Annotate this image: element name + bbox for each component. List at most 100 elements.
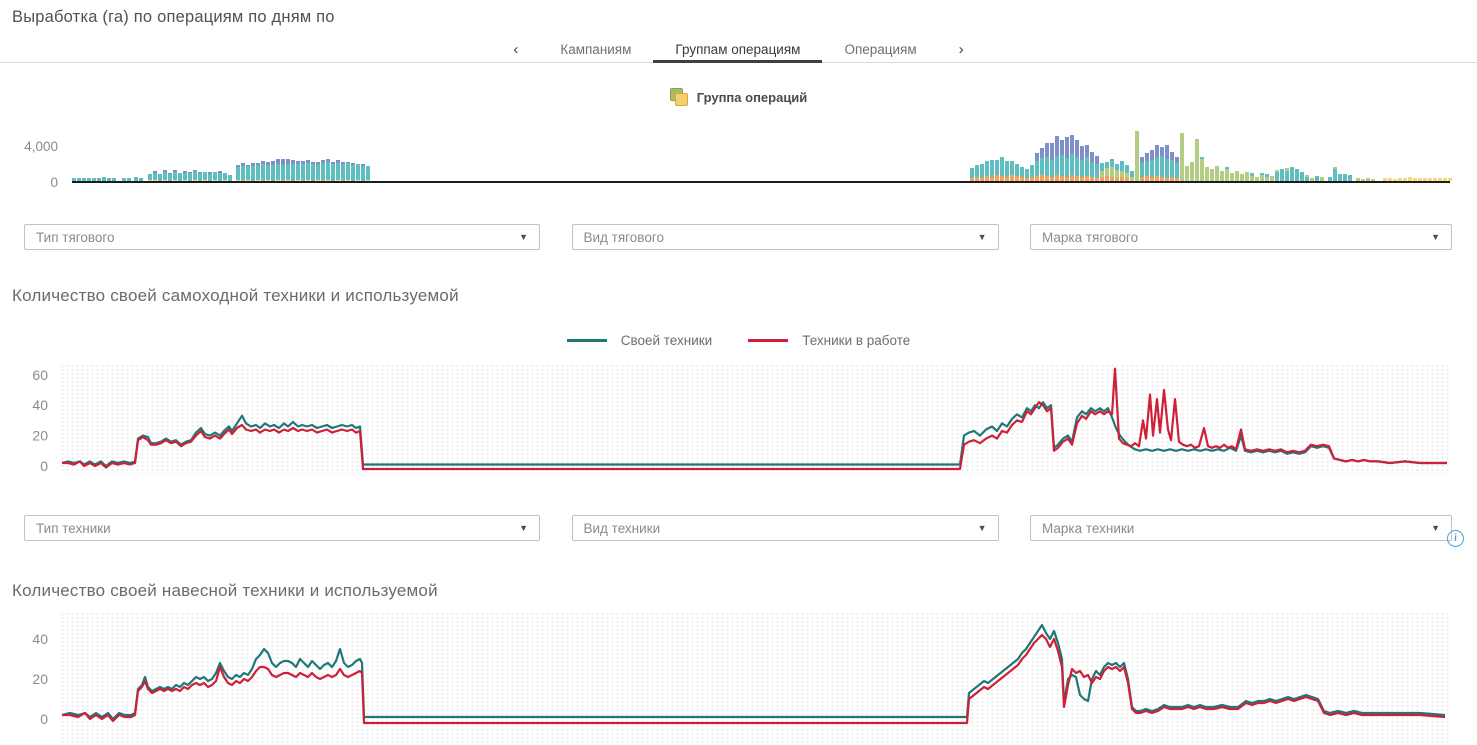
bar-day[interactable] (356, 163, 360, 181)
bar-day[interactable] (1170, 152, 1174, 181)
series-line[interactable] (61, 623, 1446, 721)
bar-day[interactable] (336, 160, 340, 181)
bar-day[interactable] (1320, 177, 1324, 181)
bar-day[interactable] (1020, 167, 1024, 181)
bar-day[interactable] (1085, 145, 1089, 181)
bar-day[interactable] (77, 178, 81, 181)
bar-day[interactable] (1180, 133, 1184, 181)
bar-day[interactable] (122, 177, 126, 181)
bar-day[interactable] (1140, 157, 1144, 181)
bar-day[interactable] (1230, 173, 1234, 181)
bar-day[interactable] (1438, 178, 1442, 181)
bar-day[interactable] (361, 164, 365, 181)
bar-day[interactable] (87, 177, 91, 181)
bar-day[interactable] (1025, 169, 1029, 181)
bar-day[interactable] (1165, 145, 1169, 181)
bar-day[interactable] (223, 172, 227, 181)
bar-day[interactable] (1408, 177, 1412, 181)
bar-day[interactable] (346, 161, 350, 181)
bar-day[interactable] (1328, 177, 1332, 181)
bar-day[interactable] (995, 159, 999, 181)
bar-day[interactable] (1433, 178, 1437, 181)
bar-day[interactable] (1300, 172, 1304, 181)
bar-day[interactable] (112, 178, 116, 181)
bar-day[interactable] (1125, 165, 1129, 181)
tab-operations[interactable]: Операциям (844, 42, 917, 57)
bar-day[interactable] (1220, 171, 1224, 181)
bar-day[interactable] (1448, 178, 1452, 181)
dropdown-machine-kind[interactable]: Вид техники ▼ (571, 515, 999, 541)
bar-day[interactable] (990, 159, 994, 181)
bar-day[interactable] (1443, 178, 1447, 181)
bar-day[interactable] (1030, 165, 1034, 181)
bar-day[interactable] (261, 160, 265, 181)
bar-day[interactable] (1265, 174, 1269, 181)
bar-day[interactable] (251, 162, 255, 181)
bar-day[interactable] (1160, 147, 1164, 181)
bar-day[interactable] (1090, 151, 1094, 181)
bar-day[interactable] (1235, 171, 1239, 181)
bar-day[interactable] (1210, 169, 1214, 181)
bar-day[interactable] (163, 170, 167, 181)
dropdown-traction-brand[interactable]: Марка тягового ▼ (1030, 224, 1452, 250)
bar-day[interactable] (1255, 177, 1259, 181)
bar-day[interactable] (1045, 143, 1049, 181)
bar-day[interactable] (1040, 148, 1044, 181)
line-chart-mounted[interactable]: 0 20 40 (0, 600, 1477, 745)
bar-day[interactable] (1310, 178, 1314, 181)
bar-day[interactable] (1275, 170, 1279, 181)
bar-day[interactable] (1080, 145, 1084, 181)
bar-day[interactable] (286, 158, 290, 181)
bar-day[interactable] (1195, 138, 1199, 181)
bar-day[interactable] (311, 161, 315, 181)
dropdown-machine-brand[interactable]: Марка техники ▼ (1030, 515, 1452, 541)
bar-day[interactable] (1290, 167, 1294, 181)
bar-day[interactable] (1035, 152, 1039, 181)
dropdown-machine-type[interactable]: Тип техники ▼ (24, 515, 540, 541)
bar-day[interactable] (1185, 165, 1189, 181)
bar-day[interactable] (1388, 178, 1392, 181)
bar-day[interactable] (1215, 165, 1219, 181)
bar-day[interactable] (153, 171, 157, 181)
bar-day[interactable] (1095, 156, 1099, 181)
bar-day[interactable] (134, 177, 138, 181)
bar-day[interactable] (1240, 174, 1244, 181)
bar-day[interactable] (291, 160, 295, 181)
tab-operation-groups[interactable]: Группам операциям (653, 38, 823, 63)
bar-day[interactable] (1015, 164, 1019, 181)
bar-day[interactable] (1371, 179, 1375, 181)
bar-day[interactable] (1120, 161, 1124, 181)
bar-day[interactable] (82, 178, 86, 181)
bar-day[interactable] (1413, 177, 1417, 181)
bar-day[interactable] (351, 163, 355, 181)
bar-day[interactable] (127, 178, 131, 181)
bar-day[interactable] (1418, 178, 1422, 181)
bar-day[interactable] (341, 161, 345, 181)
bar-day[interactable] (1398, 178, 1402, 181)
bar-day[interactable] (1005, 160, 1009, 181)
bar-day[interactable] (236, 164, 240, 181)
dropdown-traction-kind[interactable]: Вид тягового ▼ (571, 224, 999, 250)
series-line[interactable] (62, 633, 1446, 725)
series-line[interactable] (62, 367, 1447, 471)
bar-day[interactable] (1050, 142, 1054, 181)
bar-day[interactable] (316, 161, 320, 181)
bar-day[interactable] (173, 170, 177, 181)
bar-day[interactable] (1000, 157, 1004, 181)
bar-day[interactable] (148, 173, 152, 181)
bar-day[interactable] (1200, 157, 1204, 181)
bar-day[interactable] (1055, 136, 1059, 181)
bar-day[interactable] (158, 174, 162, 181)
bar-day[interactable] (1338, 174, 1342, 181)
bar-day[interactable] (301, 161, 305, 181)
bar-day[interactable] (92, 178, 96, 181)
bar-day[interactable] (178, 173, 182, 181)
bar-day[interactable] (1295, 169, 1299, 181)
bar-day[interactable] (1403, 178, 1407, 181)
bar-day[interactable] (1110, 159, 1114, 181)
bar-day[interactable] (1205, 167, 1209, 181)
bar-day[interactable] (1428, 178, 1432, 181)
bar-day[interactable] (228, 174, 232, 181)
bar-day[interactable] (1245, 172, 1249, 181)
bar-day[interactable] (266, 161, 270, 181)
